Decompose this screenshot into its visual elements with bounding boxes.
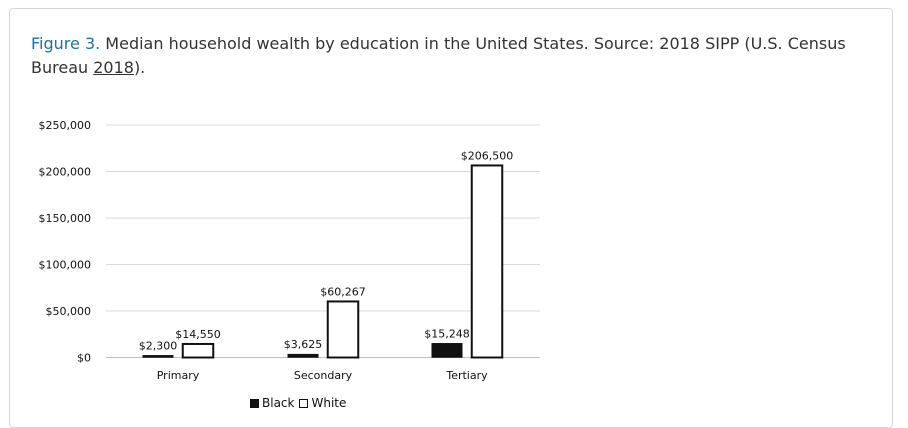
legend-swatch-black	[250, 398, 259, 408]
data-label-black-tertiary: $15,248	[424, 327, 470, 340]
data-label-white-tertiary: $206,500	[461, 149, 514, 162]
bar-white-primary	[181, 342, 215, 359]
x-tick-label: Tertiary	[445, 369, 488, 382]
gridlines	[106, 124, 540, 358]
bar-black-secondary	[287, 353, 319, 358]
x-axis-ticks: Primary Secondary Tertiary	[157, 369, 488, 382]
x-tick-label: Secondary	[294, 369, 353, 382]
data-label-white-secondary: $60,267	[320, 285, 366, 298]
x-tick-label: Primary	[157, 369, 200, 382]
y-tick-label: $150,000	[39, 212, 92, 225]
y-axis-ticks: $0 $50,000 $100,000 $150,000 $200,000 $250,00…	[39, 119, 92, 365]
legend-swatch-white	[299, 398, 309, 408]
data-label-black-primary: $2,300	[139, 339, 178, 352]
data-label-white-primary: $14,550	[175, 328, 221, 341]
y-tick-label: $0	[77, 352, 91, 365]
bar-black-primary	[142, 355, 174, 358]
y-tick-label: $250,000	[39, 119, 92, 132]
caption-suffix: ).	[133, 58, 146, 77]
caption-text: Median household wealth by education in …	[31, 34, 846, 77]
figure-caption: Figure 3. Median household wealth by edu…	[31, 32, 861, 80]
legend-label-black: Black	[262, 396, 295, 410]
bar-white-tertiary	[470, 164, 504, 359]
data-labels: $2,300$14,550 $3,625 $60,267 $15,248 $206,50…	[139, 149, 514, 352]
legend-label-white: White	[311, 396, 347, 410]
bar-black-tertiary	[431, 343, 463, 358]
legend: Black White	[250, 396, 346, 410]
y-tick-label: $200,000	[39, 166, 92, 179]
bar-chart: $0 $50,000 $100,000 $150,000 $200,000 $250,00…	[39, 119, 540, 382]
reference-link[interactable]: 2018	[93, 58, 134, 77]
y-tick-label: $50,000	[46, 305, 92, 318]
bar-white-secondary	[326, 300, 360, 359]
data-label-black-secondary: $3,625	[284, 338, 323, 351]
figure-label: Figure 3.	[31, 34, 101, 53]
y-tick-label: $100,000	[39, 259, 92, 272]
bars	[142, 164, 504, 359]
